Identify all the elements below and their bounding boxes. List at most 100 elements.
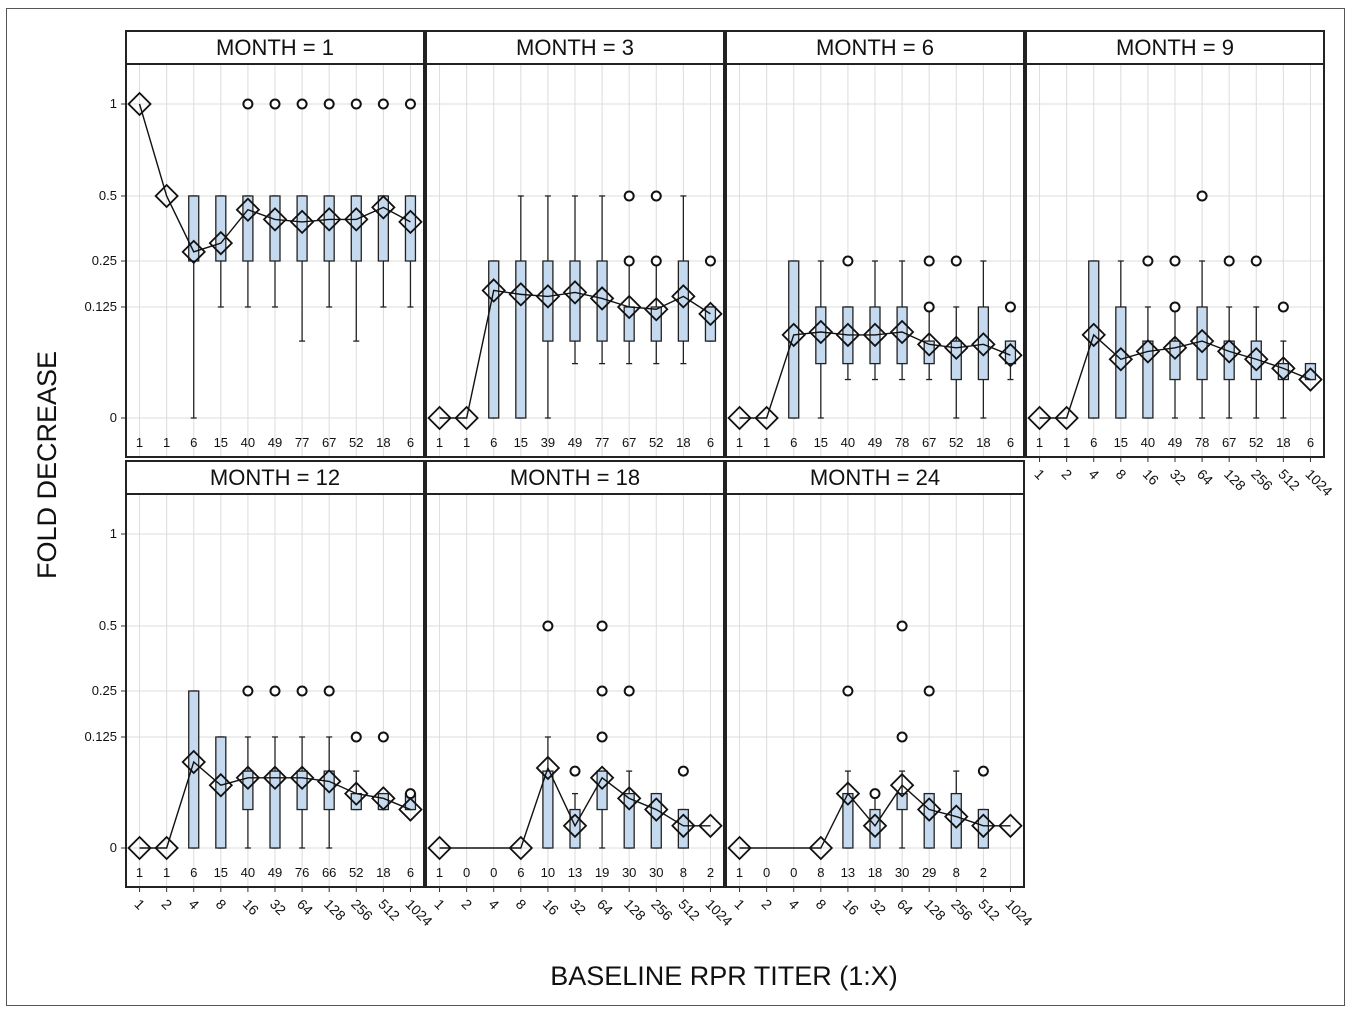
mean-diamond xyxy=(208,230,234,256)
count-label: 29 xyxy=(922,865,936,880)
box xyxy=(869,808,881,849)
mean-diamond xyxy=(998,813,1023,839)
mean-diamond xyxy=(835,322,861,348)
count-label: 0 xyxy=(790,865,797,880)
box xyxy=(542,770,554,849)
outlier-point xyxy=(404,98,416,110)
outlier-point xyxy=(242,98,254,110)
box xyxy=(377,195,390,262)
mean-diamond xyxy=(916,332,942,357)
mean-diamond xyxy=(316,207,342,232)
mean-diamond xyxy=(371,786,396,811)
outlier-point xyxy=(377,731,389,743)
outlier-point xyxy=(404,788,416,800)
count-label: 1 xyxy=(136,435,143,450)
count-label: 18 xyxy=(676,435,690,450)
outlier-point xyxy=(896,620,908,632)
y-tick-label: 0.25 xyxy=(92,683,117,698)
x-tick-label: 512 xyxy=(375,896,403,924)
outlier-point xyxy=(650,255,662,267)
count-label: 1 xyxy=(436,865,443,880)
y-tick-label: 0 xyxy=(110,840,117,855)
panel-title: MONTH = 1 xyxy=(216,35,334,60)
mean-diamond xyxy=(235,197,261,222)
box xyxy=(569,808,581,849)
count-label: 40 xyxy=(241,865,255,880)
x-tick-label: 2 xyxy=(159,896,176,913)
x-tick-label: 2 xyxy=(759,896,776,913)
outlier-point xyxy=(323,98,335,110)
box xyxy=(1196,306,1208,381)
mean-diamond xyxy=(943,335,969,361)
mean-diamond xyxy=(508,282,534,307)
panel-strip xyxy=(725,30,1025,65)
outlier-point xyxy=(242,685,254,697)
panel-border xyxy=(425,63,725,458)
count-label: 66 xyxy=(322,865,336,880)
count-label: 1 xyxy=(163,865,170,880)
outlier-point xyxy=(1169,255,1181,267)
box xyxy=(188,195,200,262)
box xyxy=(896,306,908,365)
count-label: 0 xyxy=(490,865,497,880)
outlier-point xyxy=(350,98,362,110)
mean-diamond xyxy=(698,301,723,327)
mean-diamond xyxy=(127,91,152,117)
count-label: 30 xyxy=(622,865,636,880)
outlier-point xyxy=(650,190,662,202)
mean-diamond xyxy=(808,835,834,861)
box xyxy=(950,340,962,381)
count-label: 8 xyxy=(817,865,824,880)
y-tick-label: 1 xyxy=(110,96,117,111)
x-tick-label: 16 xyxy=(540,896,562,918)
panel-month-24: MONTH = 241 0 0 8 13 18 30 29 8 21 2 4 8 16 32 64 128 256… xyxy=(725,460,1036,929)
mean-diamond xyxy=(508,835,534,861)
count-label: 6 xyxy=(407,435,414,450)
y-tick-label: 1 xyxy=(110,526,117,541)
count-label: 18 xyxy=(976,435,990,450)
box xyxy=(515,260,527,419)
count-label: 49 xyxy=(1168,435,1182,450)
x-tick-label: 8 xyxy=(513,896,530,913)
count-label: 6 xyxy=(490,435,497,450)
box xyxy=(1277,362,1290,381)
box xyxy=(323,770,335,811)
x-tick-label: 2 xyxy=(1059,466,1076,483)
x-tick-label: 1024 xyxy=(702,896,735,929)
box xyxy=(977,808,990,849)
x-tick-label: 1024 xyxy=(1002,896,1035,929)
outlier-point xyxy=(923,301,935,313)
x-tick-label: 1024 xyxy=(1302,466,1335,499)
panel-title: MONTH = 24 xyxy=(810,465,940,490)
box xyxy=(623,306,635,342)
x-tick-label: 4 xyxy=(786,896,803,913)
count-label: 30 xyxy=(649,865,663,880)
mean-diamond xyxy=(1271,356,1296,381)
x-tick-label: 16 xyxy=(1140,466,1162,488)
outlier-point xyxy=(1277,301,1289,313)
x-tick-label: 32 xyxy=(1167,466,1189,488)
count-label: 52 xyxy=(949,435,963,450)
mean-diamond xyxy=(1243,346,1269,372)
count-label: 15 xyxy=(814,435,828,450)
box xyxy=(269,195,281,262)
mean-diamond xyxy=(808,319,834,345)
mean-diamond xyxy=(427,835,452,861)
mean-line xyxy=(439,289,711,419)
count-label: 67 xyxy=(322,435,336,450)
count-label: 49 xyxy=(268,865,282,880)
panel-strip xyxy=(725,460,1025,495)
x-tick-label: 128 xyxy=(921,896,949,924)
count-label: 6 xyxy=(1090,435,1097,450)
mean-diamond xyxy=(127,835,152,861)
count-label: 10 xyxy=(541,865,555,880)
count-label: 1 xyxy=(163,435,170,450)
mean-diamond xyxy=(535,755,561,781)
x-tick-label: 16 xyxy=(840,896,862,918)
y-tick-label: 0.25 xyxy=(92,253,117,268)
count-label: 78 xyxy=(1195,435,1209,450)
mean-line xyxy=(439,766,711,849)
mean-diamond xyxy=(562,813,588,839)
outlier-point xyxy=(350,731,362,743)
mean-diamond xyxy=(454,405,479,431)
